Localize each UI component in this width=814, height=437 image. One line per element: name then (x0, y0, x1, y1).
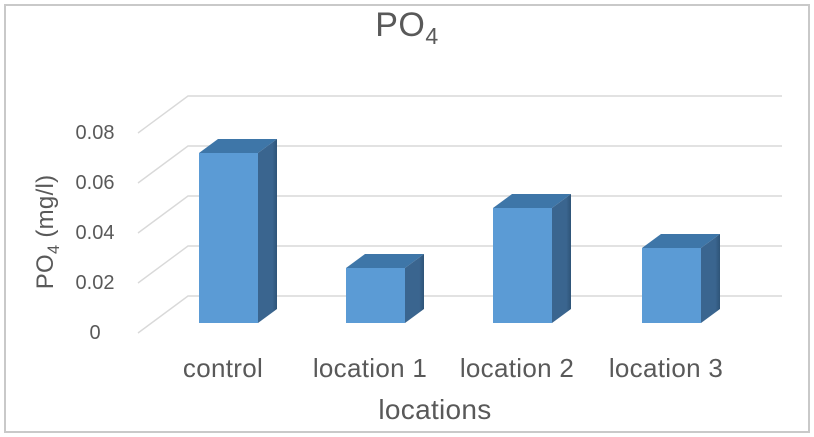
gridline (137, 295, 782, 334)
bar-side-face (701, 234, 720, 323)
bar-side-face (405, 254, 424, 323)
x-category-label: location 3 (608, 353, 724, 383)
bar-location-3 (642, 248, 701, 323)
bar-top-face (493, 194, 571, 208)
bar-top-face (642, 234, 720, 248)
y-tick-label: 0.08 (75, 122, 115, 144)
gridline (137, 145, 782, 184)
y-tick-label: 0.04 (75, 222, 115, 244)
bar-location-2 (493, 208, 552, 323)
chart-title-subscript: 4 (425, 22, 439, 49)
bar-top-face (199, 139, 277, 153)
bar-location-1 (346, 268, 405, 323)
bar-control (199, 153, 258, 323)
gridline (137, 245, 782, 284)
bar-side-face (552, 194, 571, 323)
y-axis-title: PO4 (mg/l) (32, 174, 63, 290)
y-tick-label: 0.02 (75, 272, 115, 294)
chart-title-text: PO (375, 6, 426, 44)
chart-title: PO4 (0, 6, 814, 49)
y-tick-label: 0.06 (75, 172, 115, 194)
gridline (137, 95, 782, 134)
bar-top-face (346, 254, 424, 268)
y-tick-label: 0 (89, 322, 101, 344)
x-axis-title: locations (378, 394, 492, 425)
x-category-label: control (182, 353, 264, 383)
gridline (137, 195, 782, 234)
x-category-label: location 1 (312, 353, 428, 383)
bar-side-face (258, 139, 277, 323)
x-category-label: location 2 (459, 353, 575, 383)
chart-border (4, 4, 810, 433)
